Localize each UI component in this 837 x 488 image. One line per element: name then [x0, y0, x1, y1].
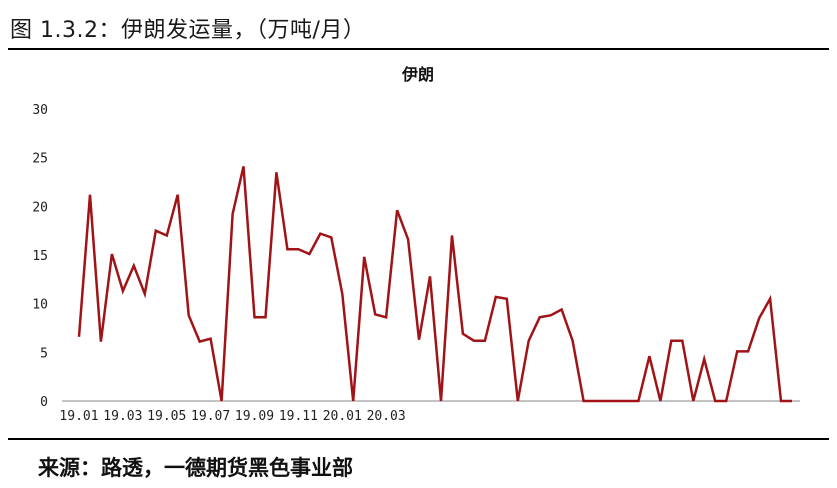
top-rule: [8, 48, 829, 50]
chart-title: 伊朗: [401, 65, 434, 84]
x-tick-label: 19.07: [191, 409, 230, 424]
y-tick-label: 20: [32, 200, 48, 215]
y-tick-label: 15: [32, 249, 48, 264]
x-tick-label: 20.01: [323, 409, 362, 424]
source-note: 来源：路透，一德期货黑色事业部: [38, 456, 353, 480]
y-axis-ticks: 0 5 10 15 20 25 30: [32, 103, 48, 410]
y-tick-label: 10: [32, 298, 48, 313]
x-tick-label: 20.03: [367, 409, 406, 424]
y-tick-label: 0: [40, 395, 48, 410]
x-tick-label: 19.03: [103, 409, 142, 424]
figure-title: 图 1.3.2：伊朗发运量，（万吨/月）: [10, 18, 366, 43]
y-tick-label: 25: [32, 152, 48, 167]
y-tick-label: 30: [32, 103, 48, 118]
x-tick-label: 19.11: [279, 409, 318, 424]
bottom-rule: [8, 438, 829, 440]
series-line-iran: [77, 166, 792, 403]
y-tick-label: 5: [40, 346, 48, 361]
x-axis-ticks: 19.01 19.03 19.05 19.07 19.09 19.11 20.01 20.03: [59, 409, 405, 424]
x-tick-label: 19.09: [235, 409, 274, 424]
x-tick-label: 19.01: [59, 409, 98, 424]
x-tick-label: 19.05: [147, 409, 186, 424]
